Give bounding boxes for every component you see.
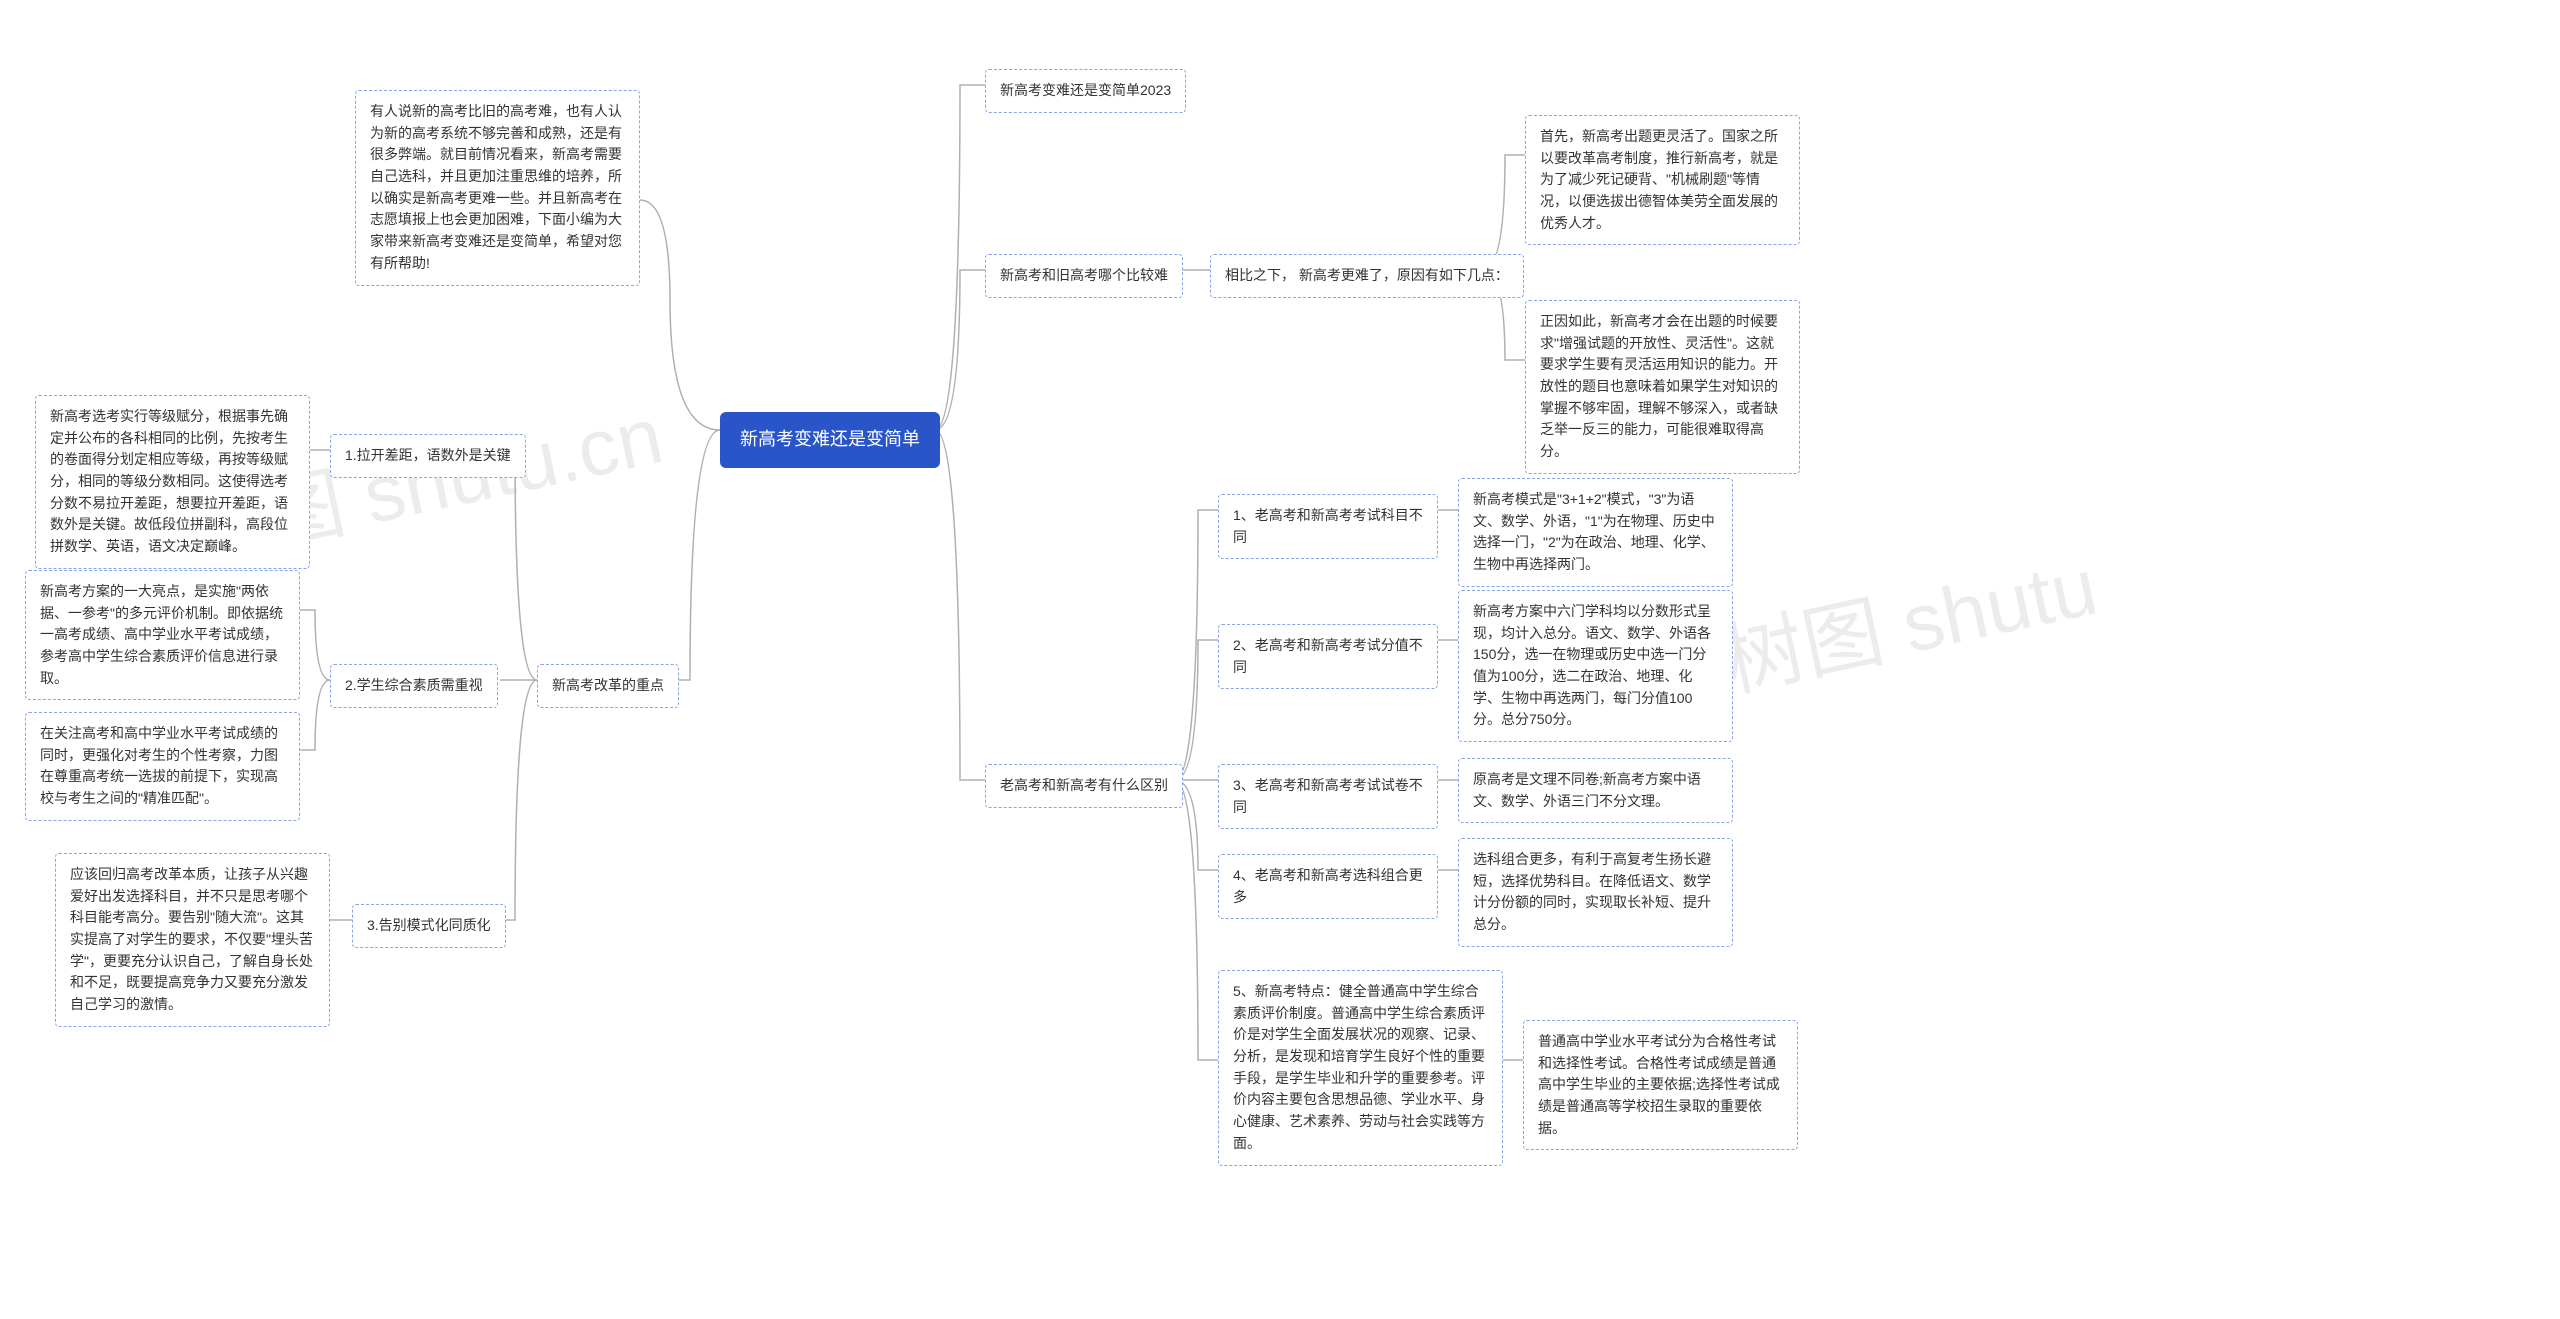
left-item-2-detail-2: 在关注高考和高中学业水平考试成绩的同时，更强化对考生的个性考察，力图在尊重高考统…	[25, 712, 300, 821]
right-3-d1-detail: 新高考模式是"3+1+2"模式，"3"为语文、数学、外语，"1"为在物理、历史中…	[1458, 478, 1733, 587]
left-item-1: 1.拉开差距，语数外是关键	[330, 434, 526, 478]
watermark-2: 树图 shutu	[1712, 522, 2106, 714]
right-3: 老高考和新高考有什么区别	[985, 764, 1183, 808]
right-3-d5-detail: 普通高中学业水平考试分为合格性考试和选择性考试。合格性考试成绩是普通高中学生毕业…	[1523, 1020, 1798, 1150]
right-3-d2-detail: 新高考方案中六门学科均以分数形式呈现，均计入总分。语文、数学、外语各150分，选…	[1458, 590, 1733, 742]
right-3-d4-detail: 选科组合更多，有利于高复考生扬长避短，选择优势科目。在降低语文、数学计分份额的同…	[1458, 838, 1733, 947]
right-3-d4: 4、老高考和新高考选科组合更多	[1218, 854, 1438, 919]
intro-node: 有人说新的高考比旧的高考难，也有人认为新的高考系统不够完善和成熟，还是有很多弊端…	[355, 90, 640, 286]
left-item-3: 3.告别模式化同质化	[352, 904, 506, 948]
right-2-sub: 相比之下， 新高考更难了，原因有如下几点：	[1210, 254, 1524, 298]
right-2: 新高考和旧高考哪个比较难	[985, 254, 1183, 298]
right-2-d1: 首先，新高考出题更灵活了。国家之所以要改革高考制度，推行新高考，就是为了减少死记…	[1525, 115, 1800, 245]
right-3-d3: 3、老高考和新高考考试试卷不同	[1218, 764, 1438, 829]
left-item-2: 2.学生综合素质需重视	[330, 664, 498, 708]
right-2-d2: 正因如此，新高考才会在出题的时候要求"增强试题的开放性、灵活性"。这就要求学生要…	[1525, 300, 1800, 474]
right-3-d5: 5、新高考特点：健全普通高中学生综合素质评价制度。普通高中学生综合素质评价是对学…	[1218, 970, 1503, 1166]
right-3-d1: 1、老高考和新高考考试科目不同	[1218, 494, 1438, 559]
left-item-3-detail: 应该回归高考改革本质，让孩子从兴趣爱好出发选择科目，并不只是思考哪个科目能考高分…	[55, 853, 330, 1027]
left-item-1-detail: 新高考选考实行等级赋分，根据事先确定并公布的各科相同的比例，先按考生的卷面得分划…	[35, 395, 310, 569]
left-title: 新高考改革的重点	[537, 664, 679, 708]
left-item-2-detail-1: 新高考方案的一大亮点，是实施"两依据、一参考"的多元评价机制。即依据统一高考成绩…	[25, 570, 300, 700]
root-node[interactable]: 新高考变难还是变简单	[720, 412, 940, 468]
right-3-d2: 2、老高考和新高考考试分值不同	[1218, 624, 1438, 689]
right-1: 新高考变难还是变简单2023	[985, 69, 1186, 113]
right-3-d3-detail: 原高考是文理不同卷;新高考方案中语文、数学、外语三门不分文理。	[1458, 758, 1733, 823]
